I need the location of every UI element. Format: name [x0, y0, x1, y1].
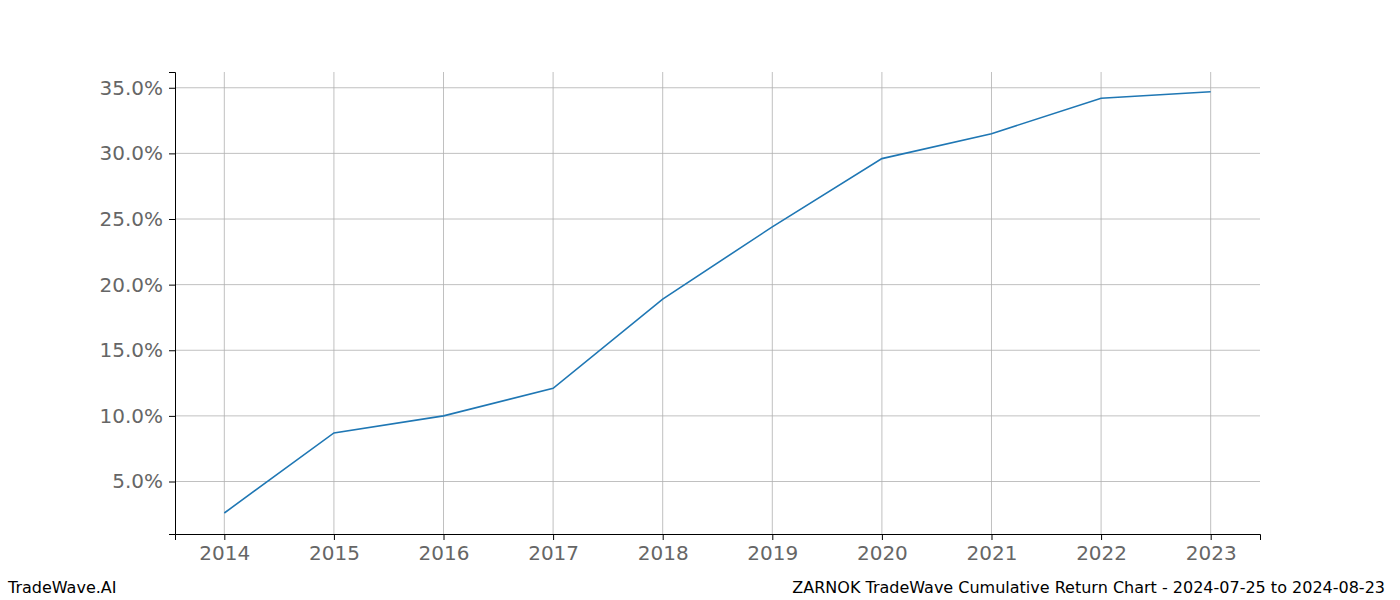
- plot: 2014 2015 2016 2017 2018 2019 2020 2021 2022 2023…: [99, 72, 1260, 565]
- x-tick-mark: [444, 534, 445, 540]
- x-tick: 2022: [1076, 534, 1127, 565]
- grid: [175, 72, 1260, 534]
- y-tick-mark: [169, 285, 175, 286]
- title: ZARNOK TradeWave Cumulative Return Chart…: [792, 578, 1385, 597]
- x-tick-mark: [553, 534, 554, 540]
- y-axis: 5.0% 10.0% 15.0% 20.0% 25.0% 30.0% 35.0%: [99, 73, 175, 535]
- x-tick: 2016: [419, 534, 470, 565]
- x-tick-mark: [772, 534, 773, 540]
- grid-line: [1210, 72, 1211, 534]
- x-tick-mark: [991, 534, 992, 540]
- y-tick-mark: [169, 88, 175, 89]
- y-tick-label: 20.0%: [99, 273, 163, 297]
- grid-line: [175, 415, 1260, 416]
- grid-line: [443, 72, 444, 534]
- y-tick: 15.0%: [99, 338, 175, 362]
- x-tick-mark: [224, 534, 225, 540]
- y-tick: 10.0%: [99, 404, 175, 428]
- x-tick: 2020: [857, 534, 908, 565]
- y-tick-mark: [169, 482, 175, 483]
- grid-line: [224, 72, 225, 534]
- x-tick-label: 2021: [967, 541, 1018, 565]
- line: [224, 92, 1210, 513]
- grid-line: [772, 72, 773, 534]
- grid-line: [175, 153, 1260, 154]
- y-tick-mark: [169, 350, 175, 351]
- grid-line: [175, 284, 1260, 285]
- chart: 2014 2015 2016 2017 2018 2019 2020 2021 2022 2023…: [0, 0, 1400, 600]
- y-tick-label: 30.0%: [99, 141, 163, 165]
- x-axis: 2014 2015 2016 2017 2018 2019 2020 2021 2022 2023: [176, 534, 1261, 565]
- x-tick-label: 2022: [1076, 541, 1127, 565]
- x-tick-mark: [1211, 534, 1212, 540]
- y-tick-label: 5.0%: [112, 469, 163, 493]
- grid-line: [175, 481, 1260, 482]
- x-tick-label: 2017: [528, 541, 579, 565]
- y-tick-mark: [169, 219, 175, 220]
- x-tick: 2023: [1186, 534, 1237, 565]
- x-tick-label: 2020: [857, 541, 908, 565]
- grid-line: [662, 72, 663, 534]
- y-axis-line: [169, 73, 176, 535]
- y-tick: 35.0%: [99, 76, 175, 100]
- x-tick: 2019: [747, 534, 798, 565]
- y-tick-label: 25.0%: [99, 207, 163, 231]
- x-tick-label: 2015: [309, 541, 360, 565]
- x-tick: 2018: [638, 534, 689, 565]
- x-tick-mark: [663, 534, 664, 540]
- x-tick: 2015: [309, 534, 360, 565]
- x-tick: 2017: [528, 534, 579, 565]
- x-tick-mark: [882, 534, 883, 540]
- x-tick-mark: [1101, 534, 1102, 540]
- y-tick: 20.0%: [99, 273, 175, 297]
- x-tick: 2014: [199, 534, 250, 565]
- series: [224, 92, 1210, 513]
- x-tick-label: 2014: [199, 541, 250, 565]
- y-tick: 25.0%: [99, 207, 175, 231]
- grid-line: [881, 72, 882, 534]
- grid-line: [553, 72, 554, 534]
- x-tick-label: 2018: [638, 541, 689, 565]
- grid-line: [333, 72, 334, 534]
- y-tick: 5.0%: [112, 469, 175, 493]
- y-tick-label: 35.0%: [99, 76, 163, 100]
- grid-line: [175, 87, 1260, 88]
- x-tick-label: 2016: [419, 541, 470, 565]
- grid-line: [991, 72, 992, 534]
- x-tick-label: 2023: [1186, 541, 1237, 565]
- x-tick: 2021: [967, 534, 1018, 565]
- y-tick-label: 15.0%: [99, 338, 163, 362]
- y-tick-mark: [169, 153, 175, 154]
- grid-line: [175, 350, 1260, 351]
- x-tick-mark: [334, 534, 335, 540]
- x-axis-line: [176, 535, 1261, 541]
- y-tick-label: 10.0%: [99, 404, 163, 428]
- grid-line: [1101, 72, 1102, 534]
- annotation: TradeWave.AI: [7, 578, 116, 597]
- grid-line: [175, 219, 1260, 220]
- x-tick-label: 2019: [747, 541, 798, 565]
- y-tick-mark: [169, 416, 175, 417]
- y-tick: 30.0%: [99, 141, 175, 165]
